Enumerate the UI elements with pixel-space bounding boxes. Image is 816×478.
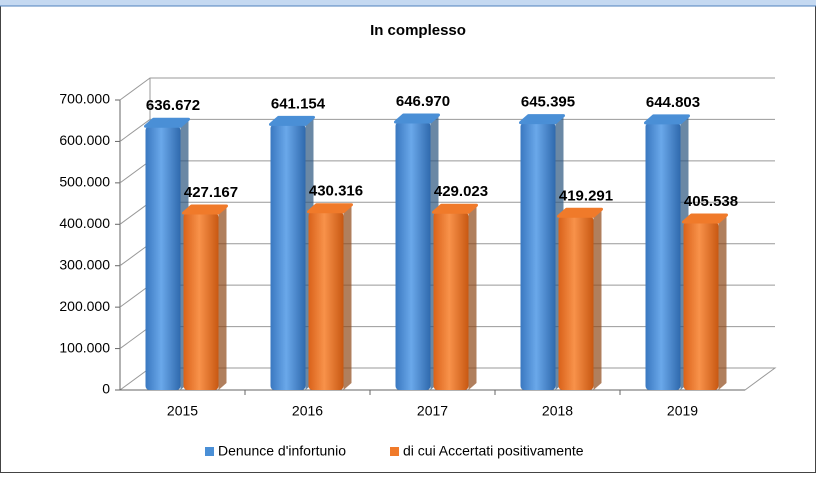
bar-top: [432, 203, 478, 214]
legend-swatch: [205, 447, 214, 456]
bar-side: [718, 214, 727, 390]
y-tick-label: 100.000: [59, 339, 110, 355]
value-label: 646.970: [396, 93, 450, 110]
bar: [645, 122, 681, 391]
bar-top: [682, 213, 728, 224]
y-tick-label: 600.000: [59, 132, 110, 148]
bar-side: [468, 205, 477, 390]
bar: [183, 213, 219, 390]
y-tick-label: 700.000: [59, 91, 110, 107]
bar: [520, 122, 556, 390]
value-label: 419.291: [559, 187, 613, 204]
bar: [395, 121, 431, 390]
value-label: 645.395: [521, 94, 575, 111]
bar: [270, 124, 306, 390]
bar: [433, 212, 469, 390]
bar-top: [557, 207, 603, 218]
x-tick-label: 2016: [292, 403, 323, 419]
bar-top: [644, 114, 690, 125]
y-tick-label: 400.000: [59, 215, 110, 231]
x-tick-label: 2017: [417, 403, 448, 419]
bar-top: [307, 203, 353, 214]
top-strip: [0, 0, 816, 6]
bar-top: [394, 113, 440, 124]
legend-swatch: [390, 447, 399, 456]
bar: [558, 216, 594, 390]
y-tick-label: 0: [102, 381, 110, 397]
value-label: 429.023: [434, 183, 488, 200]
y-tick-label: 500.000: [59, 174, 110, 190]
x-tick-label: 2015: [167, 403, 198, 419]
legend-label: di cui Accertati positivamente: [403, 443, 584, 459]
chart-title: In complesso: [370, 22, 466, 39]
y-tick-label: 300.000: [59, 256, 110, 272]
value-label: 636.672: [146, 97, 200, 114]
value-label: 644.803: [646, 94, 700, 111]
y-tick-label: 200.000: [59, 298, 110, 314]
bar-top: [182, 204, 228, 215]
bar-side: [343, 204, 352, 390]
bar-top: [519, 114, 565, 125]
value-label: 405.538: [684, 193, 738, 210]
bar-top: [144, 117, 190, 128]
value-label: 641.154: [271, 95, 326, 112]
bar: [145, 126, 181, 390]
x-tick-label: 2019: [667, 403, 698, 419]
value-label: 430.316: [309, 183, 363, 200]
legend-label: Denunce d'infortunio: [218, 443, 346, 459]
value-label: 427.167: [184, 184, 238, 201]
bar-side: [218, 206, 227, 390]
grid-line: [119, 118, 775, 142]
bar-top: [269, 115, 315, 126]
bar: [683, 221, 719, 390]
x-tick-label: 2018: [542, 403, 573, 419]
bar-side: [593, 209, 602, 390]
bar: [308, 211, 344, 390]
grid-line: [119, 77, 775, 101]
